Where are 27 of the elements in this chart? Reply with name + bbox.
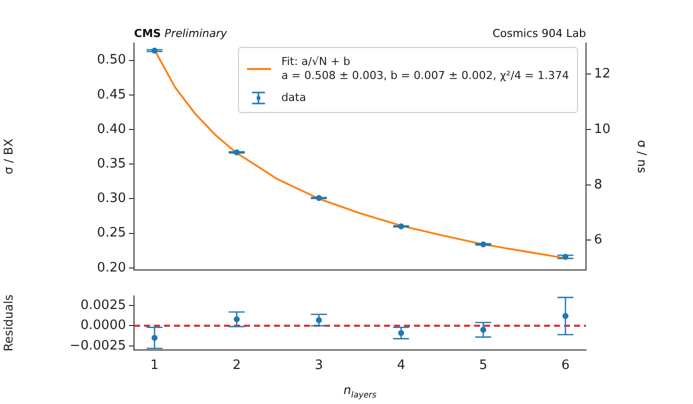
- y-axis-title: σ / BX: [1, 138, 16, 174]
- y2-axis-title: σ / ns: [635, 140, 649, 174]
- legend-label: data: [281, 91, 306, 105]
- y-tick-label: 0.45: [97, 87, 126, 102]
- y-tick-label: 0.30: [97, 191, 126, 206]
- y-axis-title: Residuals: [1, 294, 16, 352]
- chart-title: CMS Preliminary: [134, 27, 228, 40]
- y2-tick-label: 10: [594, 122, 611, 137]
- legend-label: Fit: a/√N + b a = 0.508 ± 0.003, b = 0.007 ± 0.002, χ²/4 = 1.374: [281, 55, 569, 83]
- y-tick-label: 0.20: [97, 260, 126, 276]
- x-tick-label: 3: [314, 358, 324, 374]
- x-tick-label: 6: [561, 358, 570, 374]
- y2-tick-label: 12: [594, 66, 611, 82]
- x-tick-label: 5: [479, 358, 488, 374]
- y-tick-label: 0.25: [97, 226, 126, 241]
- y-tick-label: 0.0025: [80, 298, 126, 313]
- x-tick-label: 4: [396, 358, 406, 374]
- x-tick-label: 2: [232, 358, 241, 374]
- y-tick-label: 0.50: [97, 52, 126, 68]
- y2-tick-label: 6: [594, 232, 602, 248]
- y-tick-label: 0.40: [97, 122, 126, 137]
- y-tick-label: 0.35: [97, 156, 126, 172]
- x-tick-label: 1: [150, 358, 159, 374]
- chart-subtitle: Cosmics 904 Lab: [492, 27, 586, 40]
- y-tick-label: −0.0025: [70, 338, 126, 354]
- y-tick-label: 0.0000: [80, 318, 126, 334]
- y2-tick-label: 8: [594, 177, 602, 192]
